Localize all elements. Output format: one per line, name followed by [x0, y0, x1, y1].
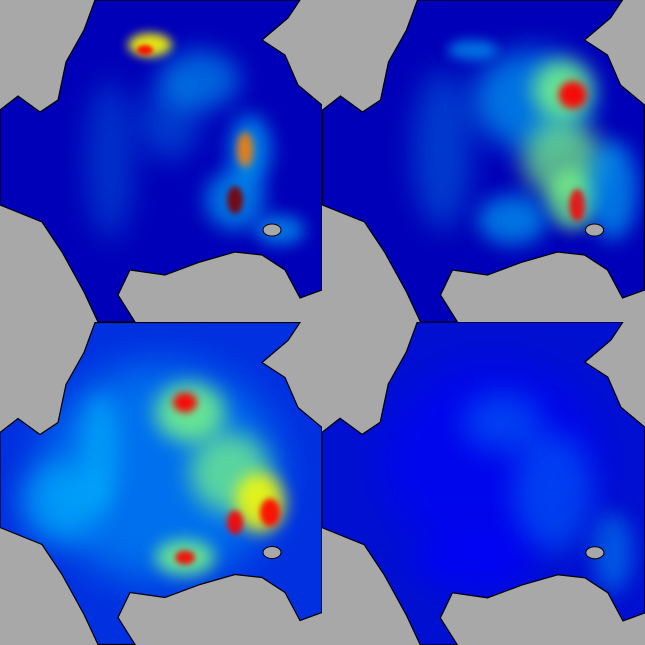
coastline — [322, 0, 645, 322]
concentration-hotspot — [569, 189, 586, 221]
island — [262, 223, 282, 237]
island — [585, 546, 605, 560]
island — [585, 223, 604, 237]
concentration-hotspot — [227, 510, 243, 535]
concentration-map — [0, 0, 322, 322]
concentration-hotspot — [137, 45, 153, 55]
coastline — [0, 0, 322, 322]
concentration-hotspot — [85, 80, 135, 240]
map-panel-bottom-left — [0, 322, 322, 645]
concentration-hotspot — [462, 392, 543, 453]
concentration-hotspot — [592, 512, 633, 593]
concentration-hotspot — [558, 81, 587, 109]
coastline — [0, 322, 322, 645]
concentration-hotspot — [587, 140, 638, 240]
map-panel-top-right — [322, 0, 645, 322]
concentration-hotspot — [227, 186, 243, 214]
concentration-hotspot — [412, 532, 533, 593]
concentration-hotspot — [447, 40, 498, 60]
island — [262, 546, 282, 559]
map-panel-top-left — [0, 0, 322, 322]
concentration-map — [322, 0, 645, 322]
concentration-hotspot — [512, 432, 593, 553]
concentration-hotspot — [155, 382, 225, 443]
concentration-hotspot — [412, 70, 473, 230]
concentration-hotspot — [140, 80, 200, 160]
concentration-hotspot — [173, 392, 197, 413]
concentration-hotspot — [260, 498, 280, 527]
map-panel-bottom-right — [322, 322, 645, 645]
concentration-hotspot — [237, 132, 253, 168]
ocean-region — [0, 0, 322, 322]
coastline — [322, 322, 645, 645]
concentration-hotspot — [80, 392, 120, 513]
concentration-hotspot — [477, 195, 548, 245]
concentration-hotspot — [175, 550, 195, 565]
concentration-map — [0, 322, 322, 645]
concentration-hotspot — [20, 462, 100, 543]
concentration-map — [322, 322, 645, 645]
